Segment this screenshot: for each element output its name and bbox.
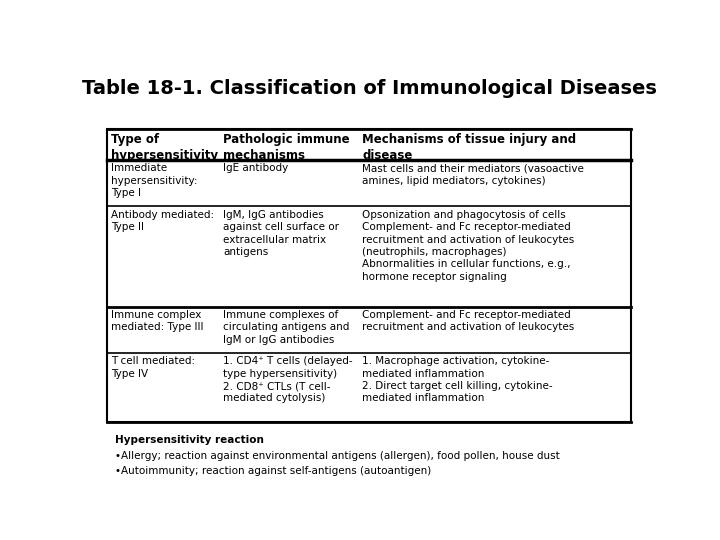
Text: Pathologic immune
mechanisms: Pathologic immune mechanisms [223, 133, 350, 161]
Text: IgM, IgG antibodies
against cell surface or
extracellular matrix
antigens: IgM, IgG antibodies against cell surface… [223, 210, 339, 257]
Text: Immune complex
mediated: Type III: Immune complex mediated: Type III [111, 310, 203, 333]
Text: Immediate
hypersensitivity:
Type I: Immediate hypersensitivity: Type I [111, 164, 197, 198]
Text: Opsonization and phagocytosis of cells
Complement- and Fc receptor-mediated
recr: Opsonization and phagocytosis of cells C… [362, 210, 575, 282]
Text: Antibody mediated:
Type II: Antibody mediated: Type II [111, 210, 214, 232]
Text: Mechanisms of tissue injury and
disease: Mechanisms of tissue injury and disease [362, 133, 577, 161]
Text: Complement- and Fc receptor-mediated
recruitment and activation of leukocytes: Complement- and Fc receptor-mediated rec… [362, 310, 575, 333]
Text: 1. CD4⁺ T cells (delayed-
type hypersensitivity)
2. CD8⁺ CTLs (T cell-
mediated : 1. CD4⁺ T cells (delayed- type hypersens… [223, 356, 353, 403]
Text: Mast cells and their mediators (vasoactive
amines, lipid mediators, cytokines): Mast cells and their mediators (vasoacti… [362, 164, 585, 186]
Text: Type of
hypersensitivity: Type of hypersensitivity [111, 133, 217, 161]
Text: Table 18-1. Classification of Immunological Diseases: Table 18-1. Classification of Immunologi… [81, 79, 657, 98]
Text: •Autoimmunity; reaction against self-antigens (autoantigen): •Autoimmunity; reaction against self-ant… [115, 467, 431, 476]
Text: •Allergy; reaction against environmental antigens (allergen), food pollen, house: •Allergy; reaction against environmental… [115, 451, 560, 461]
Text: Hypersensitivity reaction: Hypersensitivity reaction [115, 435, 264, 445]
Text: T cell mediated:
Type IV: T cell mediated: Type IV [111, 356, 195, 379]
Text: 1. Macrophage activation, cytokine-
mediated inflammation
2. Direct target cell : 1. Macrophage activation, cytokine- medi… [362, 356, 553, 403]
Text: IgE antibody: IgE antibody [223, 164, 289, 173]
Text: Immune complexes of
circulating antigens and
IgM or IgG antibodies: Immune complexes of circulating antigens… [223, 310, 350, 345]
